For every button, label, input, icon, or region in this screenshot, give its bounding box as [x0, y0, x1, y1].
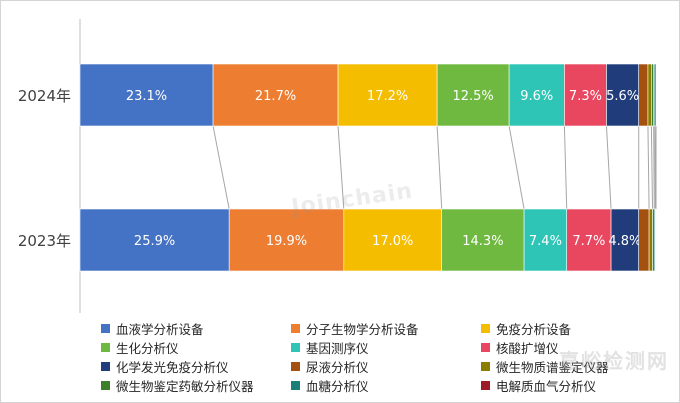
legend-label: 基因测序仪	[306, 341, 369, 356]
bar-segment	[508, 63, 565, 127]
bar-segment	[79, 63, 214, 127]
legend-label: 分子生物学分析设备	[306, 322, 419, 337]
series-line	[563, 125, 568, 210]
stacked-bar-chart: 23.1% 21.7% 17.2% 12.5% 9.6% 7.3% 5.6% 2024年 25.…	[18, 19, 657, 313]
bar-segment	[523, 208, 568, 272]
category-label: 2023年	[18, 232, 71, 250]
legend-swatch	[291, 381, 300, 390]
series-line	[436, 125, 443, 210]
bar-segment	[651, 63, 654, 127]
bar-segment	[610, 208, 640, 272]
legend-swatch	[101, 381, 110, 390]
legend-swatch	[101, 362, 110, 371]
bar-segment	[638, 208, 650, 272]
bar-segment	[564, 63, 607, 127]
series-line	[337, 125, 345, 210]
legend-swatch	[481, 324, 490, 333]
bar-segment	[638, 63, 649, 127]
legend-item: 基因测序仪	[291, 339, 481, 356]
legend-item: 微生物质谱鉴定仪器	[481, 358, 661, 375]
legend-swatch	[291, 362, 300, 371]
bar-segment	[228, 208, 345, 272]
data-label: 17.0%	[372, 234, 413, 249]
bar-segment	[441, 208, 525, 272]
bar-segment	[436, 63, 510, 127]
data-label: 4.8%	[608, 234, 641, 249]
legend-label: 免疫分析设备	[496, 322, 572, 337]
legend-item: 电解质血气分析仪	[481, 377, 661, 394]
bar-segment	[654, 63, 657, 127]
legend-item: 生化分析仪	[101, 339, 291, 356]
data-label: 7.7%	[572, 234, 605, 249]
legend-item: 血糖分析仪	[291, 377, 481, 394]
data-label: 5.6%	[606, 89, 639, 104]
data-label: 9.6%	[520, 89, 553, 104]
bar-segment	[566, 208, 612, 272]
data-label: 12.5%	[452, 89, 493, 104]
legend-swatch	[481, 343, 490, 352]
legend-label: 血糖分析仪	[306, 379, 369, 394]
legend-label: 生化分析仪	[116, 341, 179, 356]
legend-item: 血液学分析设备	[101, 320, 291, 337]
corner-watermark: 嘉峪检测网	[559, 349, 669, 373]
series-line	[654, 125, 656, 210]
bar-segment	[212, 63, 339, 127]
legend-swatch	[101, 343, 110, 352]
data-label: 7.3%	[569, 89, 602, 104]
legend-label: 微生物鉴定药敏分析仪器	[116, 379, 254, 394]
legend-swatch	[101, 324, 110, 333]
legend-item: 免疫分析设备	[481, 320, 661, 337]
legend-swatch	[291, 324, 300, 333]
series-line	[212, 125, 230, 210]
legend-swatch	[481, 381, 490, 390]
legend-label: 化学发光免疫分析仪	[116, 360, 229, 375]
legend-item: 化学发光免疫分析仪	[101, 358, 291, 375]
bar-segment	[648, 208, 653, 272]
data-label: 21.7%	[255, 89, 296, 104]
legend-label: 血液学分析设备	[116, 322, 204, 337]
data-label: 17.2%	[367, 89, 408, 104]
legend-label: 核酸扩增仪	[496, 341, 559, 356]
bar-segment	[343, 208, 443, 272]
legend-swatch	[291, 343, 300, 352]
legend-item: 核酸扩增仪	[481, 339, 661, 356]
bar-segment	[337, 63, 438, 127]
bar-segment	[79, 208, 230, 272]
legend-label: 微生物质谱鉴定仪器	[496, 360, 609, 375]
series-line	[647, 125, 650, 210]
legend-item: 微生物鉴定药敏分析仪器	[101, 377, 291, 394]
series-line	[653, 125, 655, 210]
series-line	[650, 125, 654, 210]
series-line	[508, 125, 525, 210]
legend-item: 分子生物学分析设备	[291, 320, 481, 337]
bar-segment	[655, 208, 657, 272]
legend-label: 电解质血气分析仪	[496, 379, 597, 394]
bar-segment	[647, 63, 652, 127]
chart-legend: 血液学分析设备 分子生物学分析设备 免疫分析设备生化分析仪 基因测序仪 核酸扩增仪化学发…	[101, 320, 661, 394]
data-label: 25.9%	[134, 234, 175, 249]
data-label: 7.4%	[529, 234, 562, 249]
category-label: 2024年	[18, 87, 71, 105]
legend-label: 尿液分析仪	[306, 360, 369, 375]
data-label: 19.9%	[266, 234, 307, 249]
data-label: 23.1%	[126, 89, 167, 104]
legend-item: 尿液分析仪	[291, 358, 481, 375]
data-label: 14.3%	[462, 234, 503, 249]
legend-swatch	[481, 362, 490, 371]
series-line	[605, 125, 612, 210]
